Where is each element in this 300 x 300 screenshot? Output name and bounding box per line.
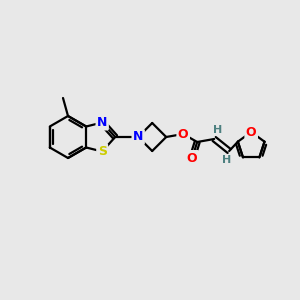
Text: H: H (222, 155, 231, 165)
Text: S: S (98, 145, 107, 158)
Text: O: O (246, 125, 256, 139)
Text: O: O (187, 152, 197, 164)
Text: N: N (97, 116, 107, 129)
Text: N: N (133, 130, 143, 143)
Text: H: H (213, 125, 222, 135)
Text: O: O (178, 128, 188, 140)
